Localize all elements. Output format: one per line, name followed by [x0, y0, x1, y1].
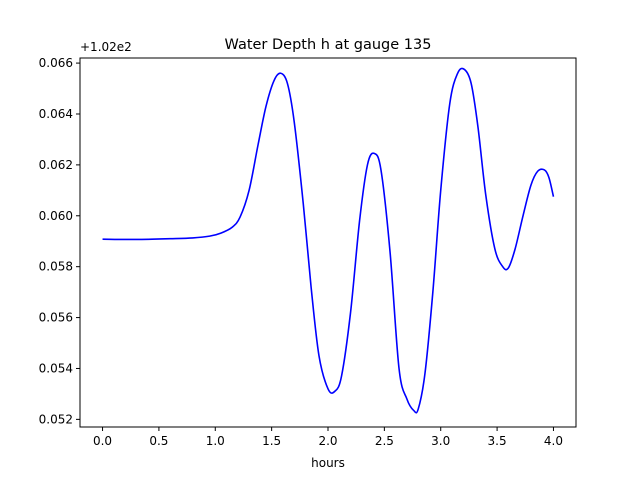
y-tick-label: 0.054 [39, 361, 73, 375]
chart-title: Water Depth h at gauge 135 [225, 37, 432, 53]
x-tick-label: 1.5 [262, 434, 281, 448]
y-tick-label: 0.060 [39, 209, 73, 223]
x-tick-label: 1.0 [206, 434, 225, 448]
x-tick-label: 2.0 [318, 434, 337, 448]
x-tick-label: 3.0 [431, 434, 450, 448]
x-tick-label: 3.5 [488, 434, 507, 448]
y-tick-label: 0.062 [39, 158, 73, 172]
y-tick-label: 0.066 [39, 56, 73, 70]
y-tick-label: 0.052 [39, 412, 73, 426]
series-line-0 [102, 67, 555, 414]
x-axis-label: hours [311, 456, 345, 470]
y-offset-label: +1.02e2 [80, 40, 132, 54]
y-tick-label: 0.064 [39, 107, 73, 121]
y-tick-label: 0.058 [39, 260, 73, 274]
y-tick-label: 0.056 [39, 311, 73, 325]
plot-area: 0.0 0.5 1.0 1.5 2.0 2.5 3.0 3.5 4.0 0.052 0.054 0.0… [39, 56, 577, 448]
x-tick-label: 2.5 [375, 434, 394, 448]
x-tick-label: 0.0 [93, 434, 112, 448]
x-tick-label: 0.5 [149, 434, 168, 448]
x-tick-label: 4.0 [544, 434, 563, 448]
